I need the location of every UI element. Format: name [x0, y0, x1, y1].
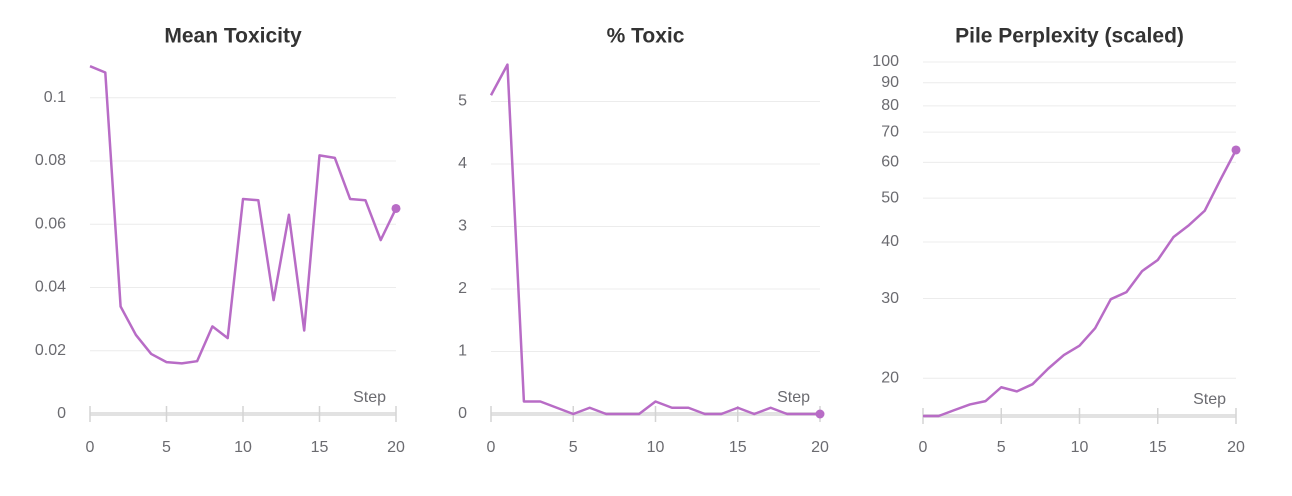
end-point	[391, 203, 401, 213]
x-tick-label: 0	[487, 439, 496, 456]
y-tick-label: 60	[881, 154, 899, 171]
y-tick-label: 0.1	[44, 89, 66, 106]
x-tick-label: 10	[234, 439, 252, 456]
y-tick-label: 90	[881, 74, 899, 91]
x-axis-label: Step	[1193, 391, 1226, 408]
x-tick-label: 10	[647, 439, 665, 456]
y-tick-label: 20	[881, 369, 899, 386]
y-tick-label: 0.06	[35, 215, 66, 232]
y-tick-label: 5	[458, 93, 467, 110]
x-tick-label: 20	[387, 439, 405, 456]
y-tick-label: 100	[872, 53, 899, 70]
y-tick-label: 2	[458, 280, 467, 297]
x-tick-label: 20	[811, 439, 829, 456]
y-tick-label: 3	[458, 218, 467, 235]
x-tick-label: 5	[997, 439, 1006, 456]
y-tick-label: 50	[881, 189, 899, 206]
chart-title: Mean Toxicity	[164, 25, 302, 48]
y-tick-label: 0.08	[35, 152, 66, 169]
y-tick-label: 80	[881, 97, 899, 114]
y-tick-label: 1	[458, 343, 467, 360]
x-tick-label: 0	[86, 439, 95, 456]
data-line	[89, 65, 398, 365]
x-tick-label: 15	[1149, 439, 1167, 456]
y-tick-label: 0	[458, 405, 467, 422]
chart-title: % Toxic	[607, 25, 685, 48]
x-tick-label: 5	[162, 439, 171, 456]
x-tick-label: 5	[569, 439, 578, 456]
x-tick-label: 20	[1227, 439, 1245, 456]
y-tick-label: 0.04	[35, 279, 66, 296]
chart-title: Pile Perplexity (scaled)	[955, 25, 1184, 48]
x-tick-label: 15	[729, 439, 747, 456]
y-tick-label: 4	[458, 155, 467, 172]
data-line	[489, 63, 820, 416]
y-tick-label: 70	[881, 123, 899, 140]
y-tick-label: 0.02	[35, 342, 66, 359]
end-point	[1231, 145, 1241, 155]
end-point	[815, 409, 825, 419]
x-axis-label: Step	[353, 389, 386, 406]
y-tick-label: 40	[881, 233, 899, 250]
y-tick-label: 30	[881, 290, 899, 307]
y-tick-label: 0	[57, 405, 66, 422]
x-tick-label: 10	[1071, 439, 1089, 456]
x-axis-label: Step	[777, 389, 810, 406]
x-tick-label: 15	[311, 439, 329, 456]
data-line	[923, 149, 1238, 418]
x-tick-label: 0	[919, 439, 928, 456]
